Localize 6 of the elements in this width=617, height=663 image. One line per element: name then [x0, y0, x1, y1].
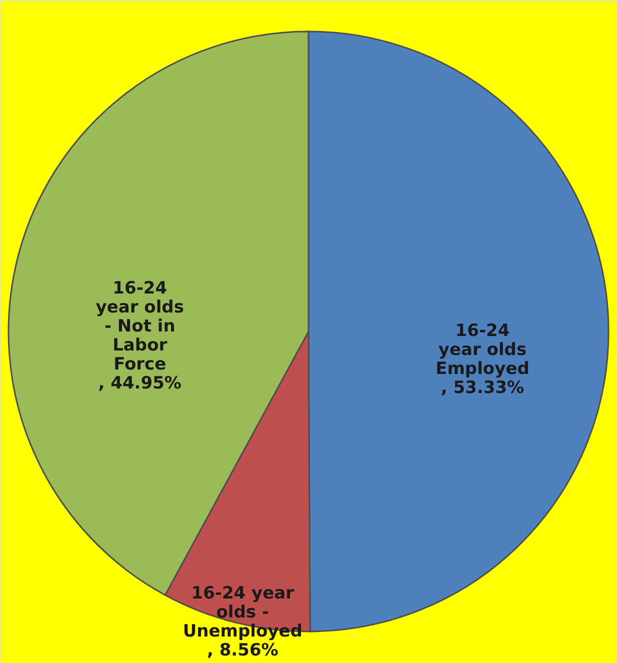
data-label: , 8.56%	[206, 640, 278, 660]
slice-label: 16-24 year olds Employed	[436, 321, 530, 380]
data-label: , 53.33%	[440, 378, 524, 398]
slice-label: 16-24 year olds - Unemployed	[182, 583, 302, 642]
data-label: , 44.95%	[98, 374, 182, 394]
slice-label: 16-24 year olds - Not in Labor Force	[96, 278, 184, 375]
